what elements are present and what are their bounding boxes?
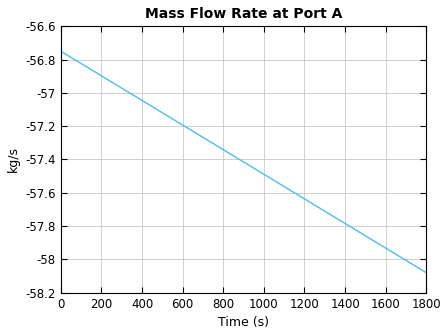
- Y-axis label: kg/s: kg/s: [7, 146, 20, 172]
- Title: Mass Flow Rate at Port A: Mass Flow Rate at Port A: [145, 7, 342, 21]
- X-axis label: Time (s): Time (s): [218, 316, 269, 329]
